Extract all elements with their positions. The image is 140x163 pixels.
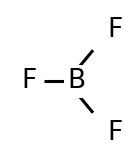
Text: F: F: [108, 17, 123, 44]
Text: F: F: [21, 68, 36, 95]
Text: B: B: [67, 68, 86, 95]
Text: F: F: [108, 119, 123, 146]
